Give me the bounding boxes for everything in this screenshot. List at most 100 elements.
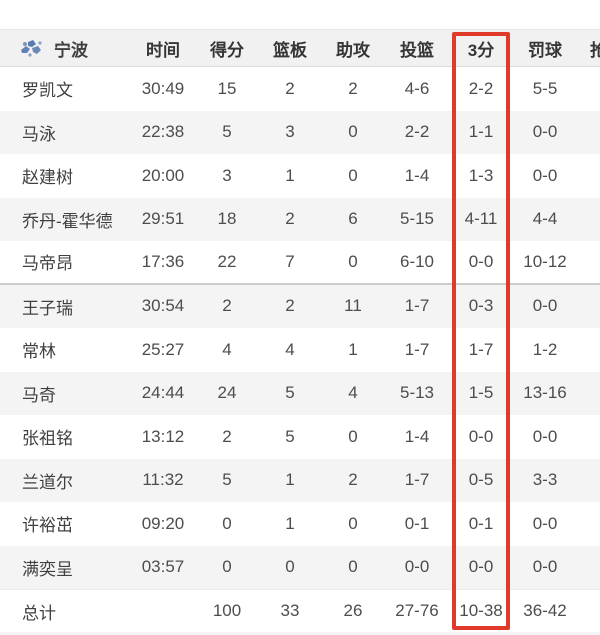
column-header-rebounds: 篮板 xyxy=(273,40,307,60)
cell-free-throws: 3-3 xyxy=(532,470,558,490)
cell-minutes: 30:49 xyxy=(141,78,185,98)
cell-points: 2 xyxy=(222,296,232,316)
cell-minutes: 11:32 xyxy=(142,470,184,490)
cell-assists: 0 xyxy=(348,122,358,142)
player-row[interactable]: 兰道尔 11:32 5 1 2 1-7 0-5 3-3 xyxy=(0,458,600,502)
cell-three-points: 0-0 xyxy=(468,426,494,446)
cell-points: 18 xyxy=(217,209,237,229)
player-row[interactable]: 赵建树 20:00 3 1 0 1-4 1-3 0-0 xyxy=(0,154,600,198)
cell-assists: 11 xyxy=(344,296,362,316)
player-row[interactable]: 常林 25:27 4 4 1 1-7 1-7 1-2 xyxy=(0,328,600,372)
column-header-points: 得分 xyxy=(210,40,244,60)
totals-assists: 26 xyxy=(343,601,363,620)
team-logo-icon xyxy=(18,37,46,59)
totals-three-points: 10-38 xyxy=(459,601,503,620)
player-row[interactable]: 马帝昂 17:36 22 7 0 6-10 0-0 10-12 xyxy=(0,241,600,285)
cell-field-goals: 0-0 xyxy=(404,557,430,577)
cell-free-throws: 0-0 xyxy=(532,557,558,577)
cell-rebounds: 4 xyxy=(285,339,295,359)
cell-three-points: 0-5 xyxy=(468,470,494,490)
column-header-steals-partial: 抢 xyxy=(590,40,600,60)
totals-free-throws: 36-42 xyxy=(523,601,567,620)
cell-field-goals: 1-4 xyxy=(404,165,430,185)
player-name: 赵建树 xyxy=(22,168,73,188)
cell-minutes: 25:27 xyxy=(141,339,185,359)
player-name: 张祖铭 xyxy=(22,429,73,449)
cell-minutes: 13:12 xyxy=(141,426,185,446)
player-name: 乔丹-霍华德 xyxy=(22,211,113,231)
cell-rebounds: 1 xyxy=(285,513,295,533)
cell-free-throws: 0-0 xyxy=(532,296,558,316)
cell-rebounds: 5 xyxy=(285,383,295,403)
cell-field-goals: 0-1 xyxy=(404,513,430,533)
player-row[interactable]: 许裕茁 09:20 0 1 0 0-1 0-1 0-0 xyxy=(0,502,600,546)
cell-field-goals: 5-13 xyxy=(399,383,435,403)
player-row[interactable]: 满奕呈 03:57 0 0 0 0-0 0-0 0-0 xyxy=(0,545,600,589)
cell-rebounds: 5 xyxy=(285,426,295,446)
totals-field-goals: 27-76 xyxy=(395,601,439,620)
player-name: 满奕呈 xyxy=(22,559,73,579)
cell-assists: 0 xyxy=(348,426,358,446)
cell-rebounds: 2 xyxy=(285,78,295,98)
cell-points: 22 xyxy=(217,251,237,271)
player-name: 罗凯文 xyxy=(22,81,73,101)
cell-assists: 2 xyxy=(348,78,358,98)
cell-points: 5 xyxy=(222,122,232,142)
player-row[interactable]: 王子瑞 30:54 2 2 11 1-7 0-3 0-0 xyxy=(0,284,600,328)
cell-assists: 4 xyxy=(348,383,358,403)
cell-points: 15 xyxy=(217,78,237,98)
column-header-assists: 助攻 xyxy=(336,40,370,60)
player-row[interactable]: 罗凯文 30:49 15 2 2 4-6 2-2 5-5 xyxy=(0,67,600,111)
player-rows: 罗凯文 30:49 15 2 2 4-6 2-2 5-5 马泳 22:38 5 … xyxy=(0,67,600,589)
cell-field-goals: 1-7 xyxy=(404,470,430,490)
cell-rebounds: 7 xyxy=(285,251,295,271)
cell-free-throws: 10-12 xyxy=(523,251,567,271)
cell-minutes: 24:44 xyxy=(141,383,185,403)
player-name: 常林 xyxy=(22,342,56,362)
cell-field-goals: 6-10 xyxy=(399,251,435,271)
cell-points: 5 xyxy=(222,470,232,490)
cell-assists: 0 xyxy=(348,165,358,185)
player-name: 许裕茁 xyxy=(22,516,73,536)
cell-field-goals: 4-6 xyxy=(404,78,430,98)
player-name: 马帝昂 xyxy=(22,254,73,274)
cell-three-points: 1-3 xyxy=(468,165,494,185)
cell-minutes: 30:54 xyxy=(141,296,185,316)
cell-minutes: 09:20 xyxy=(141,513,185,533)
cell-minutes: 20:00 xyxy=(141,165,185,185)
cell-field-goals: 1-7 xyxy=(404,339,430,359)
cell-three-points: 2-2 xyxy=(468,78,494,98)
cell-assists: 1 xyxy=(348,339,358,359)
player-row[interactable]: 马奇 24:44 24 5 4 5-13 1-5 13-16 xyxy=(0,371,600,415)
player-row[interactable]: 马泳 22:38 5 3 0 2-2 1-1 0-0 xyxy=(0,110,600,154)
cell-free-throws: 0-0 xyxy=(532,426,558,446)
totals-label: 总计 xyxy=(22,603,56,623)
column-header-field-goals: 投篮 xyxy=(400,40,434,60)
totals-row: 总计 100 33 26 27-76 10-38 36-42 xyxy=(0,589,600,632)
cell-rebounds: 1 xyxy=(285,470,295,490)
cell-field-goals: 2-2 xyxy=(404,122,430,142)
cell-free-throws: 5-5 xyxy=(532,78,558,98)
totals-rebounds: 33 xyxy=(280,601,300,620)
player-name: 马泳 xyxy=(22,124,56,144)
cell-rebounds: 1 xyxy=(285,165,295,185)
cell-points: 3 xyxy=(222,165,232,185)
totals-points: 100 xyxy=(212,601,242,620)
player-name: 兰道尔 xyxy=(22,472,73,492)
player-row[interactable]: 张祖铭 13:12 2 5 0 1-4 0-0 0-0 xyxy=(0,415,600,459)
cell-minutes: 03:57 xyxy=(141,557,185,577)
cell-free-throws: 4-4 xyxy=(532,209,558,229)
cell-three-points: 1-1 xyxy=(468,122,494,142)
cell-points: 4 xyxy=(222,339,232,359)
cell-minutes: 29:51 xyxy=(141,209,185,229)
player-row[interactable]: 乔丹-霍华德 29:51 18 2 6 5-15 4-11 4-4 xyxy=(0,197,600,241)
cell-three-points: 0-1 xyxy=(468,513,494,533)
cell-rebounds: 3 xyxy=(285,122,295,142)
cell-assists: 6 xyxy=(348,209,358,229)
column-header-free-throws: 罚球 xyxy=(528,40,562,60)
column-header-three-points: 3分 xyxy=(467,40,495,60)
cell-minutes: 17:36 xyxy=(141,251,185,271)
team-header-cell[interactable]: 宁波 xyxy=(0,36,130,61)
player-name: 马奇 xyxy=(22,385,56,405)
cell-assists: 0 xyxy=(348,251,358,271)
